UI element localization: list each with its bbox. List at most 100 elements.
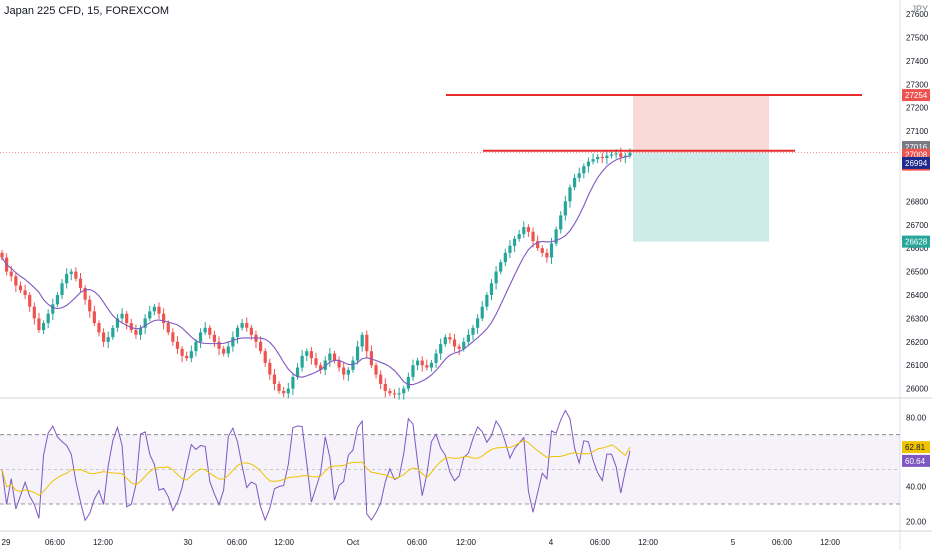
candle-body (526, 227, 531, 232)
symbol-title: Japan 225 CFD, 15, FOREXCOM (4, 5, 170, 17)
candle-body (402, 388, 406, 394)
rsi-tag-rsi-bg (902, 454, 930, 467)
rsi-tag-rsi: 60.64 (905, 457, 926, 466)
candle-body (480, 306, 484, 319)
candle-body (628, 152, 632, 156)
candle-body (466, 334, 470, 342)
candle-body (106, 337, 110, 342)
candle-body (291, 376, 295, 389)
candle-body (568, 187, 572, 202)
price-tick-label: 26200 (906, 338, 929, 347)
time-axis-label: 5 (731, 538, 736, 547)
price-tag-target-bg (902, 235, 930, 248)
candle-body (540, 248, 544, 253)
time-axis-label: 12:00 (274, 538, 295, 547)
time-axis-label: 12:00 (638, 538, 659, 547)
candle-body (18, 285, 23, 291)
candle-body (536, 241, 540, 249)
price-tick-label: 26800 (906, 197, 929, 206)
candle-body (222, 348, 226, 354)
candle-body (549, 243, 554, 258)
candle-body (457, 346, 461, 349)
candle-body (609, 154, 614, 156)
candle-body (286, 388, 290, 394)
time-axis-label: 12:00 (820, 538, 841, 547)
candle-body (217, 341, 221, 349)
candle-body (337, 360, 341, 368)
time-axis-label: 30 (184, 538, 193, 547)
rsi-line (1, 409, 631, 522)
time-axis-label: 29 (2, 538, 11, 547)
candle-body (420, 360, 424, 366)
price-tick-label: 26300 (906, 314, 929, 323)
price-tick-label: 26400 (906, 291, 929, 300)
time-axis-label: Oct (347, 538, 360, 547)
time-axis-label: 06:00 (407, 538, 428, 547)
price-tag-last: 27008 (905, 151, 928, 160)
moving-average-line (1, 155, 631, 386)
candle-body (175, 341, 180, 349)
candle-body (226, 346, 230, 354)
price-tick-label: 26500 (906, 268, 929, 277)
candle-body (591, 159, 595, 162)
candle-body (268, 362, 272, 375)
time-axis-label: 06:00 (45, 538, 66, 547)
price-tick-label: 27200 (906, 104, 929, 113)
candle-body (489, 283, 494, 295)
candle-body (231, 337, 235, 347)
candle-body (272, 374, 277, 384)
candle-body (194, 341, 198, 352)
candle-body (180, 348, 184, 356)
time-axis-label: 12:00 (456, 538, 477, 547)
candle-body (429, 362, 434, 368)
candle-body (74, 271, 78, 279)
candle-body (512, 238, 517, 246)
price-tick-label: 26100 (906, 361, 929, 370)
candle-body (41, 323, 46, 331)
candle-body (559, 215, 563, 230)
candle-body (78, 278, 83, 288)
candle-body (111, 327, 115, 338)
price-tick-label: 27400 (906, 57, 929, 66)
price-tag-current: 27016 (905, 143, 928, 152)
price-tick-label: 27600 (906, 10, 929, 19)
candle-body (46, 313, 50, 324)
time-axis-label: 4 (549, 538, 554, 547)
candle-body (198, 332, 203, 342)
candle-body (577, 173, 581, 178)
candle-body (485, 294, 489, 307)
time-axis-label: 06:00 (772, 538, 793, 547)
candle-body (28, 294, 32, 307)
candle-body (369, 351, 374, 366)
candle-body (439, 344, 443, 354)
candle-body (120, 313, 124, 319)
candle-body (185, 355, 189, 359)
candle-body (23, 290, 27, 295)
rsi-tick-label: 20.00 (906, 517, 927, 526)
candle-body (586, 161, 591, 167)
candle-body (355, 346, 360, 361)
candle-body (503, 252, 507, 263)
candle-body (92, 311, 96, 324)
candle-body (249, 327, 253, 335)
candle-body (314, 358, 318, 366)
candle-body (406, 376, 410, 389)
candle-body (97, 323, 101, 333)
time-axis-label: 06:00 (590, 538, 611, 547)
price-tick-label: 27100 (906, 127, 929, 136)
candle-body (277, 383, 281, 391)
candle-body (614, 153, 618, 155)
candle-body (305, 351, 309, 356)
candle-body (545, 252, 549, 258)
candle-body (258, 341, 263, 352)
candle-body (623, 155, 627, 157)
candle-body (37, 318, 41, 331)
candle-body (328, 353, 332, 361)
candle-body (125, 313, 129, 324)
candle-body (51, 304, 55, 314)
stop-loss-zone (633, 95, 769, 153)
candle-body (245, 323, 249, 328)
time-axis-label: 06:00 (227, 538, 248, 547)
candle-body (14, 276, 18, 286)
